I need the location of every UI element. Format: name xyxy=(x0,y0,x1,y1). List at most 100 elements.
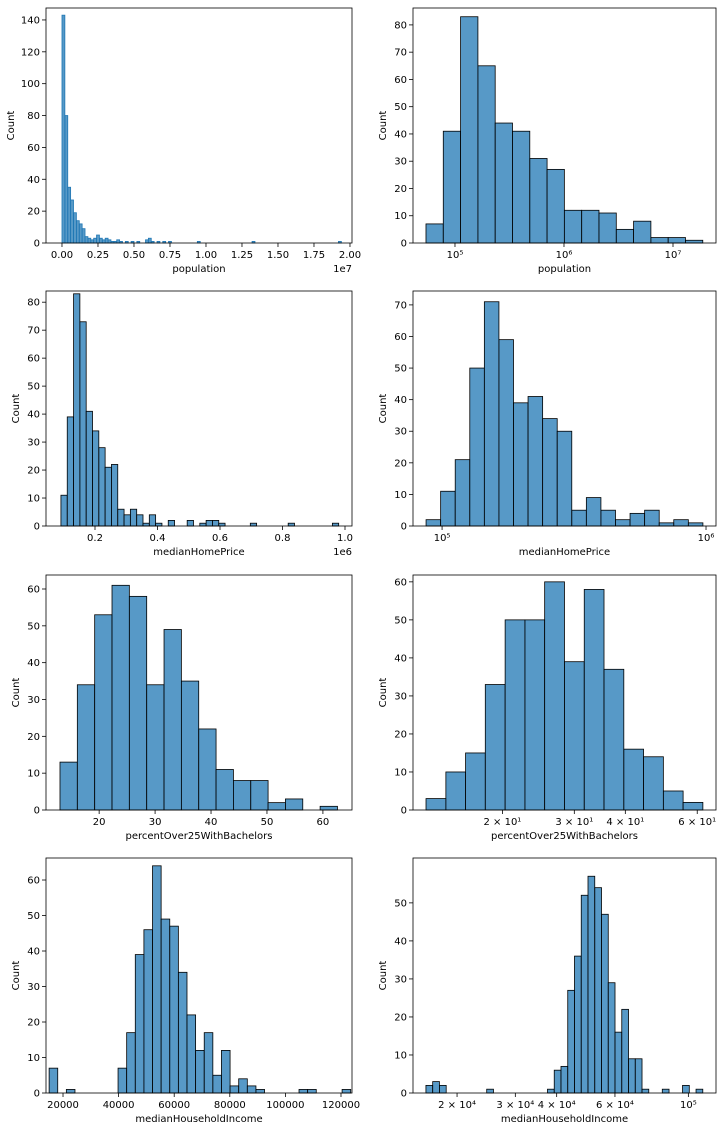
bar xyxy=(255,1089,265,1094)
bar xyxy=(186,520,194,527)
y-tick-label: 20 xyxy=(394,729,407,740)
bar xyxy=(442,130,461,244)
bar xyxy=(425,1084,434,1094)
bar xyxy=(146,684,165,811)
y-tick-label: 0 xyxy=(401,522,407,533)
y-tick-label: 30 xyxy=(394,157,407,168)
bar xyxy=(445,771,466,811)
bar xyxy=(425,798,447,811)
y-tick-label: 0 xyxy=(34,806,40,817)
y-tick-label: 50 xyxy=(394,898,407,909)
x-tick-label: 0.8 xyxy=(275,533,291,544)
bar xyxy=(682,1084,690,1094)
axes-frame xyxy=(45,290,353,527)
bar xyxy=(643,756,664,811)
y-tick-label: 40 xyxy=(27,947,40,958)
y-tick-label: 50 xyxy=(394,364,407,375)
subplot: 10⁵ 10⁶ 10⁷ 0 10 20 30 40 50 60 70 80 population Coun… xyxy=(378,7,717,275)
y-tick-label: 20 xyxy=(394,1012,407,1023)
subplot: 0.2 0.4 0.6 0.8 1.0 0 10 20 30 40 50 60 70 80 medianHo… xyxy=(11,290,353,558)
bar xyxy=(104,237,109,244)
bar xyxy=(498,339,514,527)
bar xyxy=(567,989,575,1094)
bar xyxy=(460,16,479,244)
x-tick-label: 2 × 10¹ xyxy=(483,817,521,828)
axes-frame xyxy=(45,574,353,811)
bar xyxy=(180,680,200,811)
y-tick-label: 0 xyxy=(34,239,40,250)
x-tick-label: 40000 xyxy=(103,1100,135,1111)
x-tick-label: 0.00 xyxy=(51,250,73,261)
y-tick-label: 50 xyxy=(27,911,40,922)
bar xyxy=(486,1088,494,1094)
bar xyxy=(439,1084,447,1094)
bar xyxy=(229,1085,240,1094)
y-axis-label: Count xyxy=(11,961,22,991)
y-tick-label: 70 xyxy=(27,326,40,337)
bar xyxy=(661,1088,670,1094)
x-tick-label: 1.0 xyxy=(337,533,353,544)
bar xyxy=(553,1069,562,1094)
bar xyxy=(629,512,646,527)
bar xyxy=(341,1089,352,1094)
y-tick-label: 0 xyxy=(34,522,40,533)
bar xyxy=(70,199,74,244)
y-tick-label: 30 xyxy=(394,427,407,438)
y-tick-label: 0 xyxy=(401,239,407,250)
bar xyxy=(581,209,600,244)
bar xyxy=(687,522,704,527)
bar xyxy=(585,497,602,527)
bar xyxy=(477,65,496,244)
bar xyxy=(160,918,171,1094)
bar xyxy=(94,614,113,811)
x-tick-label: 120000 xyxy=(322,1100,360,1111)
bar xyxy=(547,1088,555,1094)
x-tick-label: 0.50 xyxy=(123,250,145,261)
bar xyxy=(111,464,119,527)
y-tick-label: 80 xyxy=(394,20,407,31)
bar xyxy=(667,237,686,244)
y-tick-label: 30 xyxy=(394,691,407,702)
bar xyxy=(142,522,150,527)
bar xyxy=(600,509,616,527)
y-tick-label: 10 xyxy=(394,211,407,222)
x-axis-label: medianHomePrice xyxy=(519,547,610,558)
bar xyxy=(195,1050,205,1094)
bar xyxy=(246,1085,257,1094)
bar xyxy=(93,237,97,244)
x-tick-label: 20000 xyxy=(47,1100,79,1111)
bar xyxy=(169,925,179,1094)
x-tick-label: 3 × 10⁴ xyxy=(496,1100,534,1111)
y-axis-label: Count xyxy=(378,394,389,424)
bar xyxy=(425,519,442,527)
bar xyxy=(59,761,78,811)
y-tick-label: 140 xyxy=(21,15,40,26)
bar xyxy=(136,514,144,527)
bar xyxy=(662,790,684,811)
y-tick-label: 60 xyxy=(394,577,407,588)
axes-frame xyxy=(412,7,717,244)
x-tick-label: 10⁷ xyxy=(665,250,682,261)
y-tick-label: 120 xyxy=(21,47,40,58)
y-axis-label: Count xyxy=(11,678,22,708)
bar xyxy=(615,228,634,244)
y-tick-label: 80 xyxy=(27,111,40,122)
bar xyxy=(98,447,106,527)
x-tick-label: 80000 xyxy=(214,1100,246,1111)
x-tick-label: 2.00 xyxy=(339,250,361,261)
x-tick-label: 100000 xyxy=(266,1100,304,1111)
y-tick-label: 30 xyxy=(27,695,40,706)
bar xyxy=(147,237,152,244)
y-tick-label: 20 xyxy=(27,466,40,477)
bar xyxy=(79,321,87,527)
bar xyxy=(685,239,704,244)
y-tick-label: 40 xyxy=(27,658,40,669)
axes-frame xyxy=(45,7,353,244)
y-tick-label: 40 xyxy=(27,175,40,186)
y-tick-label: 20 xyxy=(27,732,40,743)
bar xyxy=(218,522,226,527)
bar xyxy=(580,894,589,1094)
x-tick-label: 10⁵ xyxy=(434,533,451,544)
x-tick-label: 20 xyxy=(93,817,106,828)
axes-frame xyxy=(412,574,717,811)
